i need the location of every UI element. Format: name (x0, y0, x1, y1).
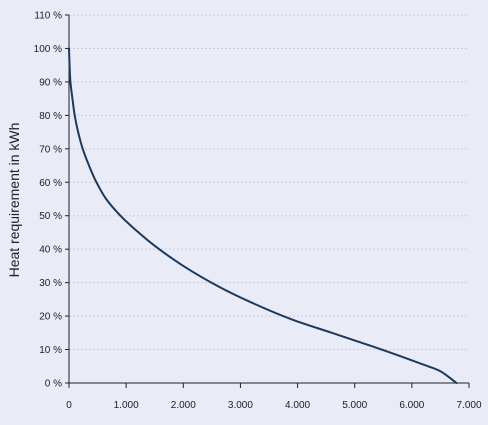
y-axis-title: Heat requirement in kWh (6, 123, 22, 278)
x-tick-label: 2.000 (171, 400, 196, 411)
x-tick-label: 5.000 (342, 400, 367, 411)
y-tick-label: 100 % (34, 44, 62, 55)
y-tick-label: 20 % (39, 312, 62, 323)
x-tick-label: 7.000 (456, 400, 481, 411)
x-tick-label: 4.000 (285, 400, 310, 411)
y-tick-label: 40 % (39, 245, 62, 256)
x-tick-label: 6.000 (399, 400, 424, 411)
series-line (68, 47, 458, 384)
x-tick-label: 0 (66, 400, 72, 411)
y-tick-label: 80 % (39, 111, 62, 122)
axes: 0 % 10 % 20 % 30 % 40 % 50 % 60 % 70 % 80 % 90 % 1… (34, 11, 482, 412)
series-layer (68, 47, 458, 384)
x-tick-label: 1.000 (114, 400, 139, 411)
y-tick-label: 0 % (45, 379, 62, 390)
grid-lines (69, 14, 469, 351)
y-tick-label: 90 % (39, 77, 62, 88)
y-tick-label: 50 % (39, 211, 62, 222)
y-tick-label: 70 % (39, 144, 62, 155)
y-tick-label: 10 % (39, 345, 62, 356)
y-tick-label: 110 % (34, 11, 62, 22)
y-tick-label: 30 % (39, 278, 62, 289)
y-tick-label: 60 % (39, 178, 62, 189)
x-tick-label: 3.000 (228, 400, 253, 411)
